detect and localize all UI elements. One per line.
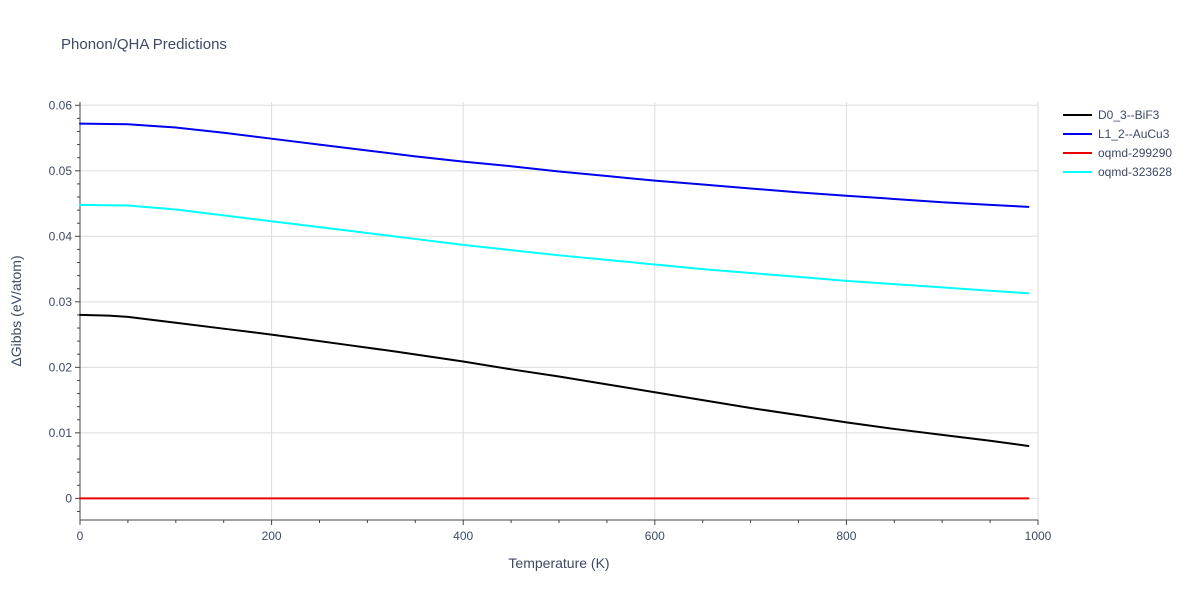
legend-label: oqmd-323628 <box>1098 165 1172 179</box>
legend-label: L1_2--AuCu3 <box>1098 127 1170 141</box>
series-line-1[interactable] <box>79 122 1030 208</box>
x-tick-label: 600 <box>645 529 665 543</box>
legend-item-0[interactable]: D0_3--BiF3 <box>1063 108 1160 122</box>
y-axis-title: ΔGibbs (eV/atom) <box>8 255 24 366</box>
y-tick-label: 0.05 <box>49 164 73 178</box>
x-tick-label: 800 <box>836 529 856 543</box>
series-layer <box>79 122 1030 500</box>
x-tick-label: 0 <box>77 529 84 543</box>
legend-item-1[interactable]: L1_2--AuCu3 <box>1063 127 1170 141</box>
chart-title: Phonon/QHA Predictions <box>61 36 227 53</box>
x-tick-label: 200 <box>262 529 282 543</box>
axis-layer: 0 200 400 600 800 1000 0 0.01 0.02 0.03 0.04 0.05 0.… <box>49 98 1052 543</box>
x-tick-label: 400 <box>453 529 473 543</box>
y-tick-label: 0.02 <box>49 360 73 374</box>
y-tick-label: 0.03 <box>49 295 73 309</box>
legend-label: oqmd-299290 <box>1098 146 1172 160</box>
grid-layer <box>80 102 1039 520</box>
series-line-0[interactable] <box>79 313 1030 447</box>
series-line-3[interactable] <box>79 203 1030 295</box>
y-tick-label: 0 <box>65 491 72 505</box>
x-tick-label: 1000 <box>1025 529 1052 543</box>
legend[interactable]: D0_3--BiF3 L1_2--AuCu3 oqmd-299290 oqmd-323… <box>1063 108 1172 179</box>
legend-item-3[interactable]: oqmd-323628 <box>1063 165 1172 179</box>
y-tick-label: 0.06 <box>49 98 73 112</box>
legend-item-2[interactable]: oqmd-299290 <box>1063 146 1172 160</box>
x-axis-title: Temperature (K) <box>508 555 609 571</box>
y-tick-label: 0.04 <box>49 229 73 243</box>
legend-label: D0_3--BiF3 <box>1098 108 1160 122</box>
y-tick-label: 0.01 <box>49 426 73 440</box>
